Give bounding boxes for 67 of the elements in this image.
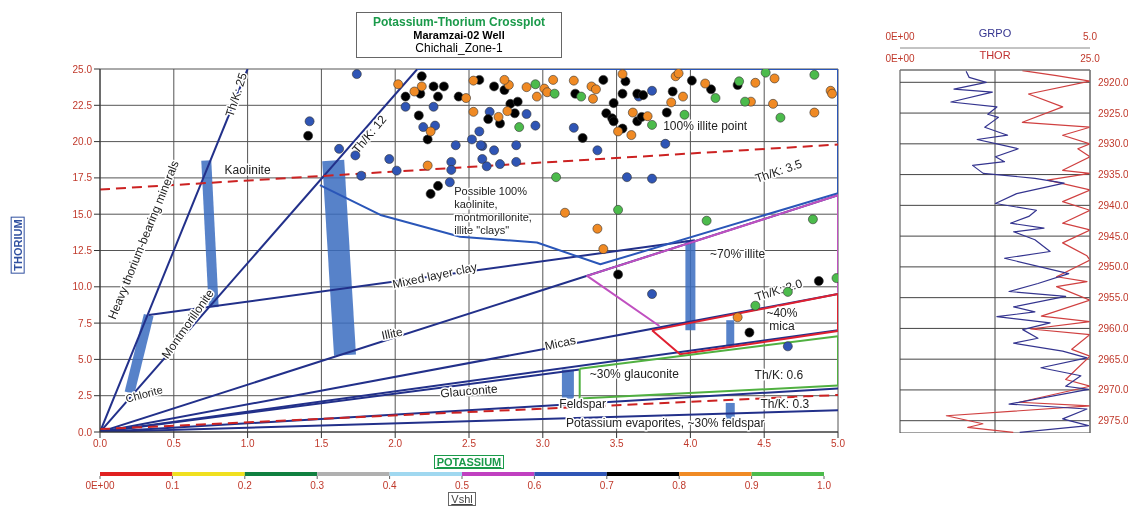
annotation: Mixed layer clay xyxy=(391,260,479,292)
y-tick-label: 2965.0 xyxy=(1098,353,1130,365)
x-tick-label: 0.0 xyxy=(93,438,108,450)
y-tick-label: 2925.0 xyxy=(1098,107,1130,119)
annotation: Th/K: 3.5 xyxy=(753,156,805,186)
x-tick-label: 3.0 xyxy=(535,438,551,450)
chart-title: Potassium-Thorium Crossplot xyxy=(372,15,546,29)
color-bar-label: 0E+00 xyxy=(85,480,116,491)
y-tick-label: 10.0 xyxy=(72,281,93,293)
x-tick-label: 4.5 xyxy=(757,438,772,450)
color-bar-label: 0.7 xyxy=(599,480,615,491)
y-tick-label: 2930.0 xyxy=(1098,138,1130,150)
y-tick-label: 12.5 xyxy=(72,245,93,257)
y-tick-label: 2975.0 xyxy=(1098,415,1130,427)
y-tick-label: 2940.0 xyxy=(1098,199,1130,211)
color-bar-label: 0.3 xyxy=(310,480,325,491)
y-tick-label: 2.5 xyxy=(78,390,93,402)
y-tick-label: 2935.0 xyxy=(1098,169,1130,181)
y-tick-label: 2950.0 xyxy=(1098,261,1130,273)
x-tick-label: 4.0 xyxy=(683,438,698,450)
annotation: Illite xyxy=(380,324,405,343)
x-axis-title: THOR xyxy=(979,48,1011,61)
annotation: Possible 100% kaolinite, montmorillonite, illite "clays" xyxy=(454,185,532,237)
y-tick-label: 22.5 xyxy=(72,99,93,111)
x-tick-label: 3.5 xyxy=(609,438,624,450)
color-bar-label: 1.0 xyxy=(817,480,832,491)
x2-tick-label: 5.0 xyxy=(1083,31,1098,42)
color-bar-label: 0.8 xyxy=(672,480,687,491)
y-tick-label: 2960.0 xyxy=(1098,322,1130,334)
y-tick-label: 17.5 xyxy=(72,172,93,184)
x2-tick-label: 0E+00 xyxy=(885,31,916,42)
color-bar-label: 0.4 xyxy=(382,480,397,491)
x-tick-label: 0.5 xyxy=(166,438,182,450)
annotation: ~70% illite xyxy=(710,247,766,262)
color-bar-title: Vshl xyxy=(448,492,476,506)
x-tick-label: 1.0 xyxy=(240,438,255,450)
y-tick-label: 2920.0 xyxy=(1098,76,1130,88)
color-bar-label: 0.1 xyxy=(165,480,180,491)
annotation: Th/K: 0.3 xyxy=(760,397,810,412)
x-tick-label: 5.0 xyxy=(831,438,846,450)
y-axis-title: THORIUM xyxy=(11,216,26,274)
y-tick-label: 2970.0 xyxy=(1098,384,1130,396)
annotation: ~40% mica xyxy=(766,306,798,334)
chart-subtitle: Maramzai-02 Well xyxy=(412,29,506,41)
x-axis-title: POTASSIUM xyxy=(433,455,505,469)
annotation: Glauconite xyxy=(439,381,499,401)
annotation: Th/K: 0.6 xyxy=(754,368,804,383)
color-bar-label: 0.5 xyxy=(455,480,470,491)
x2-axis-title: GRPO xyxy=(978,26,1012,39)
y-tick-label: 0.0 xyxy=(78,426,93,438)
y-tick-label: 5.0 xyxy=(78,353,93,365)
y-tick-label: 2955.0 xyxy=(1098,292,1130,304)
color-bar-label: 0.2 xyxy=(237,480,253,491)
y-tick-label: 2945.0 xyxy=(1098,230,1130,242)
y-tick-label: 20.0 xyxy=(72,136,93,148)
y-tick-label: 25.0 xyxy=(72,63,93,75)
color-bar-label: 0.9 xyxy=(744,480,759,491)
x-tick-label: 1.5 xyxy=(314,438,329,450)
color-bar-label: 0.6 xyxy=(527,480,542,491)
text: Chichali_Zone-1 xyxy=(414,41,504,55)
annotation: Micas xyxy=(543,333,578,354)
y-tick-label: 15.0 xyxy=(72,208,93,220)
x-tick-label: 2.5 xyxy=(462,438,477,450)
annotation: Th/K: 25 xyxy=(222,70,251,119)
y-tick-label: 7.5 xyxy=(78,317,93,329)
annotation: Chlorite xyxy=(124,383,164,405)
x-tick-label: 2.0 xyxy=(388,438,403,450)
